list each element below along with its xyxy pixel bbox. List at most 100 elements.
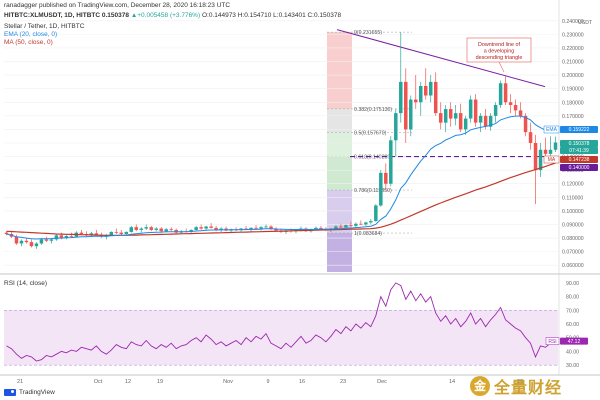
- time-tick-label: 23: [340, 379, 346, 385]
- price-tag-name: EMA: [546, 127, 558, 133]
- fib-level-label: 0.786(0.115350): [354, 188, 392, 194]
- candle-body: [419, 85, 423, 103]
- candle-body: [244, 228, 248, 230]
- candle-body: [54, 235, 59, 240]
- time-tick-label: Nov: [223, 379, 233, 385]
- tradingview-logo[interactable]: TradingView: [4, 389, 55, 396]
- ohlc-label: O:0.144973 H:0.154710 L:0.143401 C:0.150…: [201, 12, 342, 19]
- rsi-name-text: RSI: [548, 339, 556, 345]
- candle-body: [443, 109, 448, 123]
- candle-body: [518, 110, 523, 116]
- candle-body: [508, 102, 513, 105]
- candle-body: [339, 226, 343, 228]
- candle-body: [428, 81, 433, 96]
- candle-body: [189, 229, 193, 232]
- candle-body: [134, 227, 139, 230]
- price-tick-label: 0.070000: [562, 250, 584, 256]
- price-tick-label: 0.120000: [562, 182, 584, 188]
- candle-body: [264, 226, 268, 228]
- candle-body: [14, 236, 19, 244]
- price-tick-label: 0.060000: [562, 263, 584, 269]
- price-tag: [560, 140, 598, 147]
- time-tick-label: 28: [517, 379, 523, 385]
- candle-body: [69, 236, 74, 237]
- candle-body: [349, 225, 353, 226]
- fib-level-label: 0.618(0.140209): [354, 154, 392, 160]
- price-tag-value: 0.150378: [569, 141, 590, 147]
- change-label: ▲+0.005458 (+3.776%): [130, 12, 201, 19]
- candle-body: [488, 115, 493, 127]
- candle-body: [259, 227, 263, 229]
- candle-body: [39, 239, 44, 244]
- ema20-line: [6, 115, 556, 240]
- candle-body: [458, 113, 463, 130]
- candle-body: [29, 242, 34, 247]
- fib-band: [327, 32, 352, 109]
- annotation-text: Downtrend line of: [478, 42, 520, 48]
- time-tick-label: 12: [125, 379, 131, 385]
- candle-body: [364, 222, 368, 225]
- candle-body: [354, 223, 358, 226]
- candle-body: [438, 113, 443, 123]
- fib-band: [327, 156, 352, 191]
- price-label: 0.150378: [101, 12, 129, 19]
- candle-body: [414, 99, 418, 103]
- rsi-value-text: 47.12: [568, 339, 581, 345]
- candle-body: [344, 225, 348, 228]
- price-tick-label: 0.240000: [562, 19, 584, 25]
- candle-body: [164, 229, 168, 232]
- candle-body: [463, 118, 468, 130]
- price-tag: [560, 156, 598, 163]
- candle-body: [129, 227, 134, 232]
- price-tick-label: 0.180000: [562, 100, 584, 106]
- publisher-line: ranadagger published on TradingView.com,…: [4, 2, 231, 9]
- price-tag-value: 07:41:39: [569, 148, 589, 154]
- price-tick-label: 0.100000: [562, 209, 584, 215]
- candle-body: [94, 233, 99, 235]
- candle-body: [374, 205, 378, 222]
- candle-body: [538, 149, 543, 171]
- candle-body: [144, 227, 148, 229]
- ema-legend-label: EMA (20, close, 0): [4, 31, 58, 38]
- watermark: 金 全量财经: [470, 373, 598, 399]
- rsi-line: [6, 282, 556, 362]
- candle-body: [543, 149, 548, 154]
- price-tick-label: 0.200000: [562, 73, 584, 79]
- candle-body: [483, 115, 488, 127]
- tradingview-logo-text: TradingView: [19, 389, 55, 396]
- candle-body: [503, 83, 508, 103]
- candle-body: [24, 240, 29, 243]
- candle-body: [478, 115, 483, 123]
- candle-body: [359, 223, 363, 225]
- fib-level-label: 1(0.083684): [354, 231, 382, 237]
- candle-body: [169, 229, 173, 231]
- candle-body: [513, 104, 518, 111]
- price-tick-label: 0.210000: [562, 60, 584, 66]
- price-tick-label: 0.170000: [562, 114, 584, 120]
- candle-body: [59, 235, 64, 239]
- candle-body: [433, 81, 438, 114]
- price-tag: [560, 126, 598, 133]
- candle-body: [149, 227, 153, 230]
- fib-band: [327, 233, 352, 272]
- ma-legend: MA (50, close, 0): [4, 39, 53, 46]
- ema-legend: EMA (20, close, 0): [4, 31, 57, 38]
- rsi-legend: RSI (14, close): [4, 280, 47, 287]
- time-tick-label: 19: [157, 379, 163, 385]
- annotation-pointer: [498, 61, 505, 73]
- candle-body: [453, 113, 458, 119]
- candle-body: [498, 83, 503, 105]
- candle-body: [473, 99, 478, 123]
- rsi-tick-label: 60.00: [566, 322, 579, 328]
- candle-body: [194, 227, 198, 230]
- time-tick-label: Dec: [377, 379, 387, 385]
- price-tick-label: 0.230000: [562, 32, 584, 38]
- candle-body: [199, 227, 203, 229]
- time-tick-label: 14: [449, 379, 455, 385]
- rsi-name-box: [545, 337, 560, 345]
- chart-title: Stellar / Tether, 1D, HITBTC: [4, 23, 85, 30]
- annotation-text: a developing: [484, 49, 515, 55]
- tradingview-icon: [4, 389, 16, 396]
- candle-body: [394, 113, 398, 141]
